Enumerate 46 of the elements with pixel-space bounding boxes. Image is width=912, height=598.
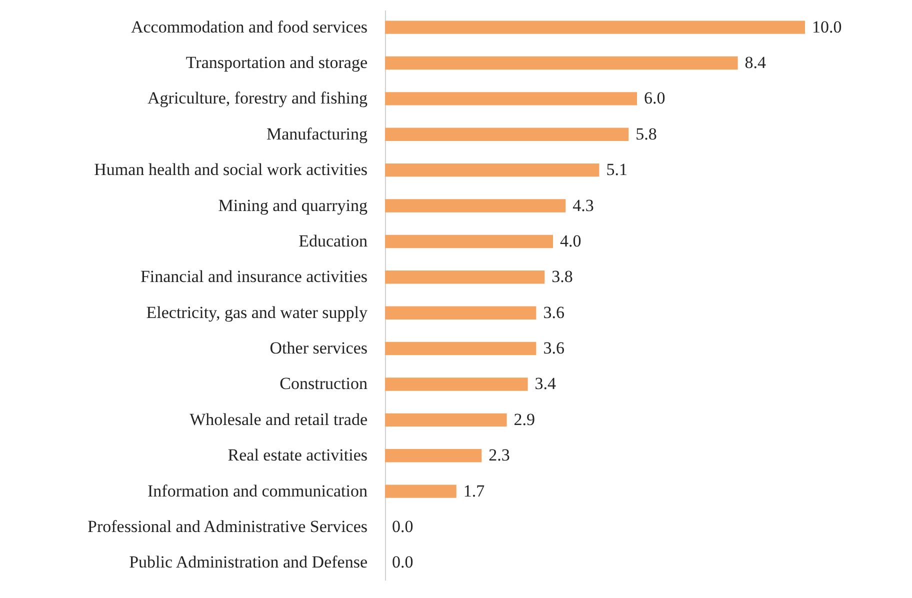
- data-label: 8.4: [744, 53, 767, 72]
- data-label: 2.9: [514, 410, 536, 429]
- data-label: 3.6: [543, 302, 564, 322]
- y-tick-label: Professional and Administrative Services: [88, 516, 368, 536]
- data-label: 0.0: [392, 516, 414, 536]
- data-label: 3.8: [552, 267, 573, 286]
- y-tick-label: Public Administration and Defense: [129, 552, 368, 572]
- bar: [385, 306, 536, 320]
- y-tick-label: Wholesale and retail trade: [190, 410, 368, 429]
- y-tick-label: Electricity, gas and water supply: [146, 302, 368, 322]
- data-label: 5.8: [636, 124, 657, 144]
- y-tick-label: Manufacturing: [266, 124, 368, 144]
- bar: [385, 378, 528, 391]
- y-tick-label: Human health and social work activities: [94, 160, 368, 180]
- data-label: 0.0: [392, 552, 414, 572]
- bar: [385, 128, 629, 141]
- bar: [385, 92, 637, 106]
- data-label: 4.0: [560, 231, 582, 250]
- y-tick-label: Other services: [270, 338, 368, 358]
- bar: [385, 234, 553, 248]
- data-label: 3.6: [543, 338, 564, 358]
- data-label: 3.4: [534, 374, 557, 394]
- data-label: 6.0: [644, 88, 666, 108]
- y-tick-label: Accommodation and food services: [130, 17, 368, 36]
- bar: [385, 56, 738, 70]
- bar: [385, 449, 482, 462]
- bar: [385, 484, 456, 498]
- data-label: 10.0: [812, 17, 842, 36]
- y-tick-label: Financial and insurance activities: [140, 267, 368, 286]
- y-tick-label: Information and communication: [148, 481, 368, 500]
- y-tick-label: Real estate activities: [228, 446, 368, 465]
- y-tick-label: Education: [298, 231, 368, 250]
- data-label: 4.3: [572, 196, 594, 215]
- y-tick-label: Agriculture, forestry and fishing: [148, 88, 368, 108]
- bar: [385, 199, 566, 212]
- bar: [385, 342, 536, 356]
- bar: [385, 270, 545, 284]
- bar: [385, 20, 805, 34]
- y-tick-label: Transportation and storage: [186, 53, 368, 72]
- y-tick-label: Construction: [280, 374, 368, 394]
- data-label: 2.3: [488, 446, 510, 465]
- bar: [385, 163, 600, 177]
- data-label: 5.1: [606, 160, 628, 180]
- data-label: 1.7: [463, 481, 486, 500]
- y-tick-label: Mining and quarrying: [218, 196, 368, 215]
- bar: [385, 413, 507, 427]
